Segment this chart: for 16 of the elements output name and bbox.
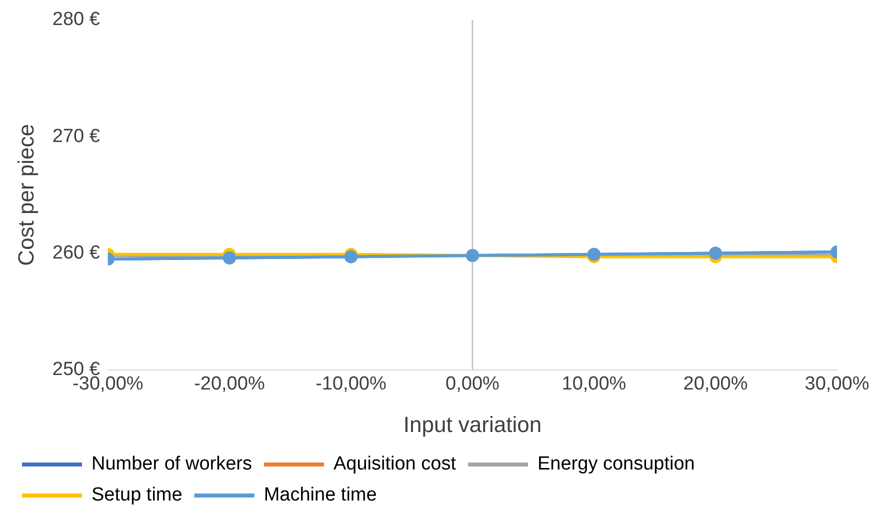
y-tick-label: 280 € — [52, 9, 100, 30]
x-tick-label: 20,00% — [683, 373, 748, 394]
legend-label: Energy consuption — [537, 454, 695, 475]
x-tick-label: 0,00% — [446, 373, 500, 394]
legend-label: Machine time — [264, 484, 377, 506]
x-tick-label: -20,00% — [194, 373, 265, 394]
legend-label: Setup time — [92, 484, 182, 506]
x-tick-label: 10,00% — [562, 373, 626, 394]
x-tick-label: -10,00% — [316, 373, 386, 394]
legend-label: Aquisition cost — [333, 454, 457, 475]
y-axis-title: Cost per piece — [13, 124, 38, 266]
y-tick-label: 260 € — [52, 242, 100, 264]
y-tick-label: 270 € — [52, 126, 100, 147]
x-tick-label: 30,00% — [804, 373, 870, 394]
legend-label: Number of workers — [92, 454, 252, 475]
x-axis-title: Input variation — [403, 412, 542, 437]
